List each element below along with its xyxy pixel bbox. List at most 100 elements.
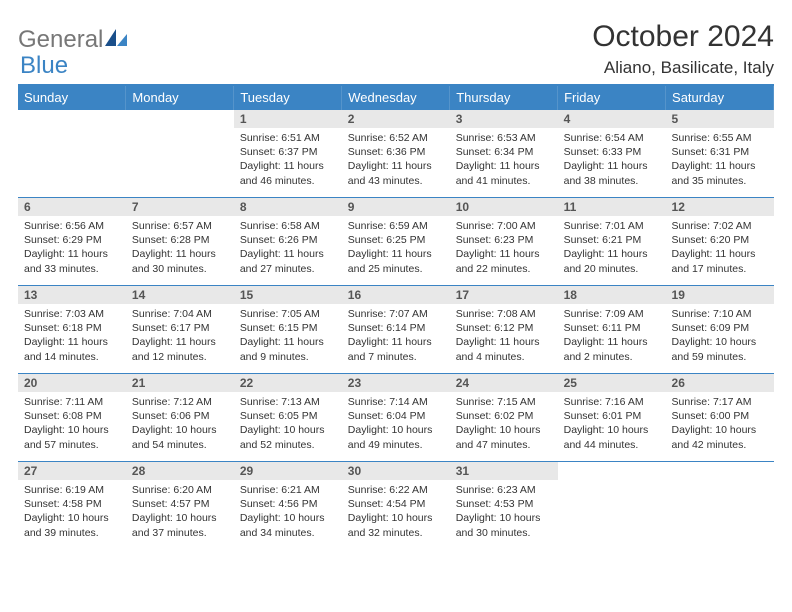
sunset-text: Sunset: 6:06 PM <box>132 409 228 423</box>
calendar-cell: 1Sunrise: 6:51 AMSunset: 6:37 PMDaylight… <box>234 110 342 198</box>
daylight-text: Daylight: 10 hours and 39 minutes. <box>24 511 120 539</box>
sunrise-text: Sunrise: 6:58 AM <box>240 219 336 233</box>
day-details: Sunrise: 7:07 AMSunset: 6:14 PMDaylight:… <box>342 304 450 368</box>
calendar-cell: 9Sunrise: 6:59 AMSunset: 6:25 PMDaylight… <box>342 198 450 286</box>
sunrise-text: Sunrise: 7:01 AM <box>564 219 660 233</box>
daylight-text: Daylight: 11 hours and 2 minutes. <box>564 335 660 363</box>
day-number: 6 <box>18 198 126 216</box>
day-details: Sunrise: 7:01 AMSunset: 6:21 PMDaylight:… <box>558 216 666 280</box>
sunrise-text: Sunrise: 7:14 AM <box>348 395 444 409</box>
sunset-text: Sunset: 6:04 PM <box>348 409 444 423</box>
daylight-text: Daylight: 11 hours and 25 minutes. <box>348 247 444 275</box>
sunset-text: Sunset: 6:33 PM <box>564 145 660 159</box>
sunrise-text: Sunrise: 6:54 AM <box>564 131 660 145</box>
calendar-cell: 19Sunrise: 7:10 AMSunset: 6:09 PMDayligh… <box>666 286 774 374</box>
sunset-text: Sunset: 4:54 PM <box>348 497 444 511</box>
logo-sail-icon <box>105 29 127 52</box>
calendar-cell: 28Sunrise: 6:20 AMSunset: 4:57 PMDayligh… <box>126 462 234 550</box>
calendar-cell: 13Sunrise: 7:03 AMSunset: 6:18 PMDayligh… <box>18 286 126 374</box>
day-details: Sunrise: 7:14 AMSunset: 6:04 PMDaylight:… <box>342 392 450 456</box>
day-details: Sunrise: 6:57 AMSunset: 6:28 PMDaylight:… <box>126 216 234 280</box>
day-details: Sunrise: 7:05 AMSunset: 6:15 PMDaylight:… <box>234 304 342 368</box>
sunset-text: Sunset: 6:28 PM <box>132 233 228 247</box>
day-details: Sunrise: 7:04 AMSunset: 6:17 PMDaylight:… <box>126 304 234 368</box>
sunset-text: Sunset: 4:58 PM <box>24 497 120 511</box>
day-number: 5 <box>666 110 774 128</box>
sunrise-text: Sunrise: 6:52 AM <box>348 131 444 145</box>
sunrise-text: Sunrise: 7:03 AM <box>24 307 120 321</box>
day-number: 17 <box>450 286 558 304</box>
calendar-week-row: 27Sunrise: 6:19 AMSunset: 4:58 PMDayligh… <box>18 462 774 550</box>
sunset-text: Sunset: 6:23 PM <box>456 233 552 247</box>
calendar-cell: 15Sunrise: 7:05 AMSunset: 6:15 PMDayligh… <box>234 286 342 374</box>
daylight-text: Daylight: 10 hours and 30 minutes. <box>456 511 552 539</box>
calendar-cell: 5Sunrise: 6:55 AMSunset: 6:31 PMDaylight… <box>666 110 774 198</box>
daylight-text: Daylight: 10 hours and 52 minutes. <box>240 423 336 451</box>
calendar-week-row: 1Sunrise: 6:51 AMSunset: 6:37 PMDaylight… <box>18 110 774 198</box>
sunrise-text: Sunrise: 7:11 AM <box>24 395 120 409</box>
weekday-header: Sunday <box>18 85 126 110</box>
daylight-text: Daylight: 11 hours and 7 minutes. <box>348 335 444 363</box>
day-details: Sunrise: 7:08 AMSunset: 6:12 PMDaylight:… <box>450 304 558 368</box>
day-details: Sunrise: 6:59 AMSunset: 6:25 PMDaylight:… <box>342 216 450 280</box>
sunset-text: Sunset: 6:36 PM <box>348 145 444 159</box>
header: General October 2024 Aliano, Basilicate,… <box>18 20 774 78</box>
sunrise-text: Sunrise: 7:05 AM <box>240 307 336 321</box>
day-number: 15 <box>234 286 342 304</box>
weekday-header: Thursday <box>450 85 558 110</box>
daylight-text: Daylight: 11 hours and 22 minutes. <box>456 247 552 275</box>
daylight-text: Daylight: 11 hours and 41 minutes. <box>456 159 552 187</box>
calendar-week-row: 13Sunrise: 7:03 AMSunset: 6:18 PMDayligh… <box>18 286 774 374</box>
day-number: 12 <box>666 198 774 216</box>
sunrise-text: Sunrise: 6:57 AM <box>132 219 228 233</box>
weekday-header: Friday <box>558 85 666 110</box>
sunset-text: Sunset: 6:08 PM <box>24 409 120 423</box>
day-details: Sunrise: 7:09 AMSunset: 6:11 PMDaylight:… <box>558 304 666 368</box>
sunrise-text: Sunrise: 7:12 AM <box>132 395 228 409</box>
daylight-text: Daylight: 10 hours and 44 minutes. <box>564 423 660 451</box>
sunrise-text: Sunrise: 6:59 AM <box>348 219 444 233</box>
sunrise-text: Sunrise: 6:56 AM <box>24 219 120 233</box>
sunrise-text: Sunrise: 7:16 AM <box>564 395 660 409</box>
calendar-cell <box>666 462 774 550</box>
calendar-week-row: 6Sunrise: 6:56 AMSunset: 6:29 PMDaylight… <box>18 198 774 286</box>
sunrise-text: Sunrise: 6:23 AM <box>456 483 552 497</box>
sunrise-text: Sunrise: 6:22 AM <box>348 483 444 497</box>
calendar-cell: 21Sunrise: 7:12 AMSunset: 6:06 PMDayligh… <box>126 374 234 462</box>
daylight-text: Daylight: 10 hours and 37 minutes. <box>132 511 228 539</box>
day-details: Sunrise: 6:55 AMSunset: 6:31 PMDaylight:… <box>666 128 774 192</box>
sunset-text: Sunset: 6:29 PM <box>24 233 120 247</box>
day-number: 21 <box>126 374 234 392</box>
sunset-text: Sunset: 6:20 PM <box>672 233 768 247</box>
calendar-cell: 22Sunrise: 7:13 AMSunset: 6:05 PMDayligh… <box>234 374 342 462</box>
sunrise-text: Sunrise: 7:07 AM <box>348 307 444 321</box>
calendar-cell <box>558 462 666 550</box>
sunrise-text: Sunrise: 7:15 AM <box>456 395 552 409</box>
month-title: October 2024 <box>592 20 774 54</box>
calendar-cell: 25Sunrise: 7:16 AMSunset: 6:01 PMDayligh… <box>558 374 666 462</box>
sunset-text: Sunset: 6:26 PM <box>240 233 336 247</box>
day-number: 23 <box>342 374 450 392</box>
day-number: 29 <box>234 462 342 480</box>
sunset-text: Sunset: 4:53 PM <box>456 497 552 511</box>
day-details: Sunrise: 6:58 AMSunset: 6:26 PMDaylight:… <box>234 216 342 280</box>
sunset-text: Sunset: 6:37 PM <box>240 145 336 159</box>
sunrise-text: Sunrise: 7:04 AM <box>132 307 228 321</box>
day-details: Sunrise: 6:54 AMSunset: 6:33 PMDaylight:… <box>558 128 666 192</box>
daylight-text: Daylight: 10 hours and 57 minutes. <box>24 423 120 451</box>
sunset-text: Sunset: 6:31 PM <box>672 145 768 159</box>
day-number: 4 <box>558 110 666 128</box>
day-number: 28 <box>126 462 234 480</box>
daylight-text: Daylight: 11 hours and 35 minutes. <box>672 159 768 187</box>
day-number: 7 <box>126 198 234 216</box>
calendar-body: 1Sunrise: 6:51 AMSunset: 6:37 PMDaylight… <box>18 110 774 550</box>
sunset-text: Sunset: 4:57 PM <box>132 497 228 511</box>
calendar-cell: 10Sunrise: 7:00 AMSunset: 6:23 PMDayligh… <box>450 198 558 286</box>
calendar-cell: 12Sunrise: 7:02 AMSunset: 6:20 PMDayligh… <box>666 198 774 286</box>
day-number: 1 <box>234 110 342 128</box>
sunset-text: Sunset: 6:21 PM <box>564 233 660 247</box>
day-details: Sunrise: 6:19 AMSunset: 4:58 PMDaylight:… <box>18 480 126 544</box>
calendar-cell: 31Sunrise: 6:23 AMSunset: 4:53 PMDayligh… <box>450 462 558 550</box>
day-details: Sunrise: 7:13 AMSunset: 6:05 PMDaylight:… <box>234 392 342 456</box>
day-details: Sunrise: 6:56 AMSunset: 6:29 PMDaylight:… <box>18 216 126 280</box>
